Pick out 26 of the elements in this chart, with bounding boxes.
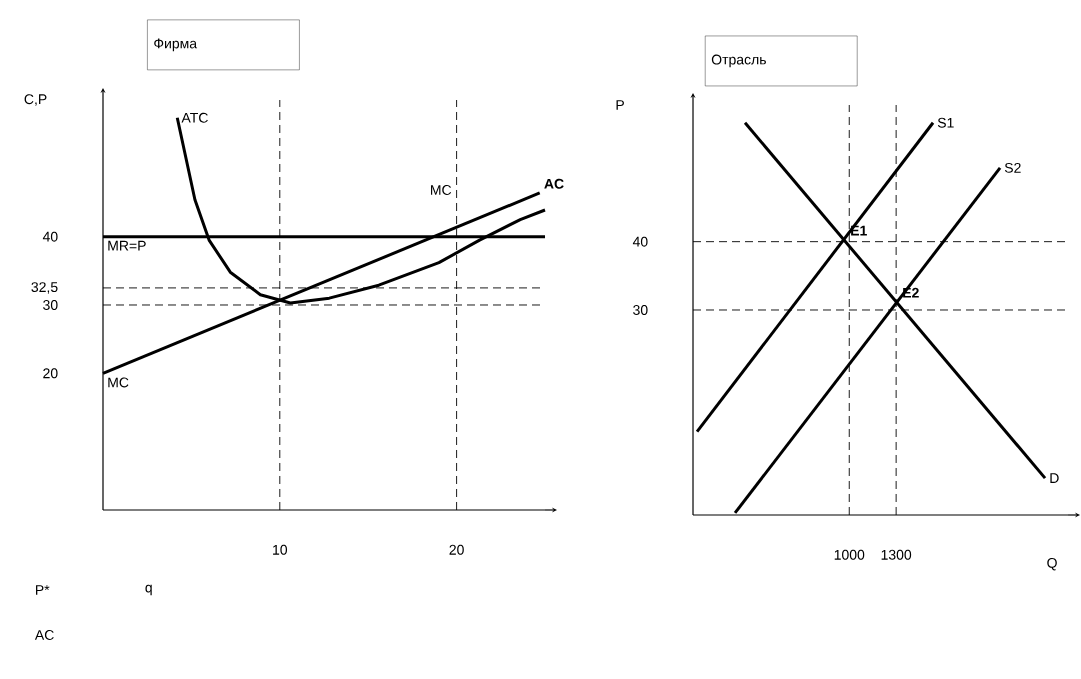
series-label: MR=P [108, 240, 146, 251]
chart-title: Отрасль [711, 54, 766, 68]
y-axis-title: C,P [24, 94, 47, 106]
x-tick-label: 20 [449, 544, 464, 555]
x-axis-title: Q [1047, 557, 1057, 571]
x-tick-label: 10 [273, 544, 288, 555]
x-tick-label: 1300 [881, 549, 912, 560]
text: P* [36, 585, 50, 595]
series-label: D [1050, 473, 1059, 483]
y-tick-label: 32,5 [31, 282, 58, 294]
y-tick-label: 20 [43, 368, 58, 379]
y-tick-label: 40 [632, 236, 648, 247]
text: AC [34, 630, 54, 640]
y-axis-title: P [616, 100, 624, 110]
chart-title: Фирма [154, 38, 198, 52]
y-tick-label: 40 [42, 231, 58, 242]
series-label: S2 [1004, 162, 1021, 173]
annotation: AC [544, 178, 564, 189]
text: q [145, 584, 152, 596]
series-label: S1 [937, 117, 954, 128]
y-tick-label: 30 [633, 305, 648, 315]
series-label: MC [108, 377, 129, 388]
x-tick-label: 1000 [834, 549, 865, 560]
series-label: ATC [181, 112, 208, 123]
y-tick-label: 30 [43, 300, 58, 310]
annotation: MC [431, 185, 452, 195]
